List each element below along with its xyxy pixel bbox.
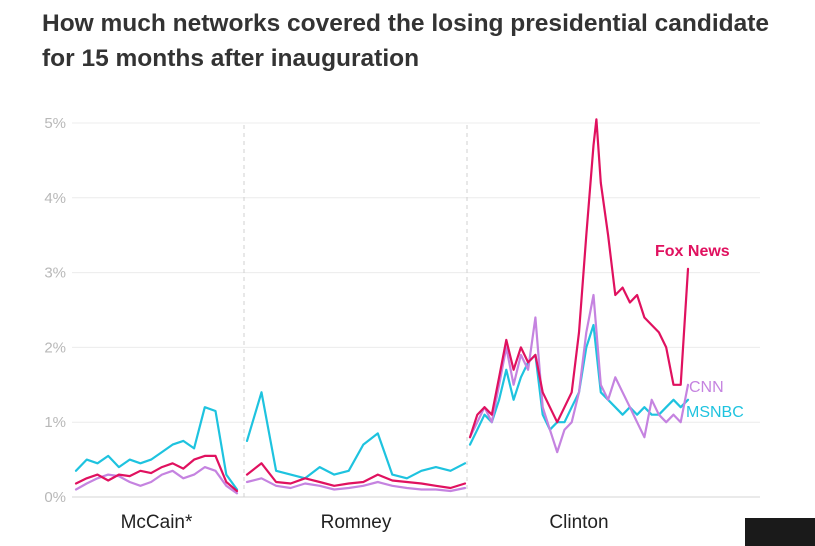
- series-label-fox-news: Fox News: [655, 243, 730, 260]
- series-line-fox-news-mccain: [74, 454, 239, 493]
- panel-label: McCain*: [121, 512, 193, 533]
- y-tick-label: 3%: [44, 265, 66, 282]
- panel-label: Romney: [321, 512, 392, 533]
- y-axis-ticks: 0% 1% 2% 3% 4% 5%: [44, 115, 66, 506]
- series-line-fox-news-romney: [245, 462, 467, 490]
- series-line-cnn-clinton: [468, 293, 690, 454]
- y-tick-label: 4%: [44, 190, 66, 207]
- panel-label: Clinton: [549, 512, 608, 533]
- series-label-msnbc: MSNBC: [686, 404, 744, 421]
- y-tick-label: 0%: [44, 489, 66, 506]
- series-line-msnbc-romney: [245, 391, 467, 480]
- grid-lines: [72, 122, 760, 498]
- corner-shadow: [745, 518, 815, 546]
- series-line-fox-news-clinton: [468, 118, 690, 439]
- series-line-cnn-romney: [245, 477, 467, 493]
- chart-title: How much networks covered the losing pre…: [42, 10, 769, 72]
- panel-labels: McCain* Romney Clinton: [121, 512, 609, 533]
- y-tick-label: 5%: [44, 115, 66, 132]
- series-lines: [74, 118, 690, 495]
- series-line-msnbc-mccain: [74, 406, 239, 491]
- y-tick-label: 1%: [44, 414, 66, 431]
- panel-dividers: [243, 125, 468, 497]
- series-labels: Fox News CNN MSNBC: [655, 243, 744, 421]
- series-label-cnn: CNN: [689, 379, 724, 396]
- y-tick-label: 2%: [44, 339, 66, 356]
